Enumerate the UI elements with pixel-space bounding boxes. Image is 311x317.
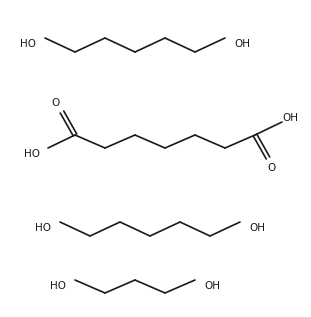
Text: OH: OH <box>234 39 250 49</box>
Text: OH: OH <box>249 223 265 233</box>
Text: OH: OH <box>282 113 298 123</box>
Text: HO: HO <box>50 281 66 291</box>
Text: O: O <box>51 98 59 108</box>
Text: HO: HO <box>35 223 51 233</box>
Text: O: O <box>268 163 276 173</box>
Text: OH: OH <box>204 281 220 291</box>
Text: HO: HO <box>24 149 40 159</box>
Text: HO: HO <box>20 39 36 49</box>
